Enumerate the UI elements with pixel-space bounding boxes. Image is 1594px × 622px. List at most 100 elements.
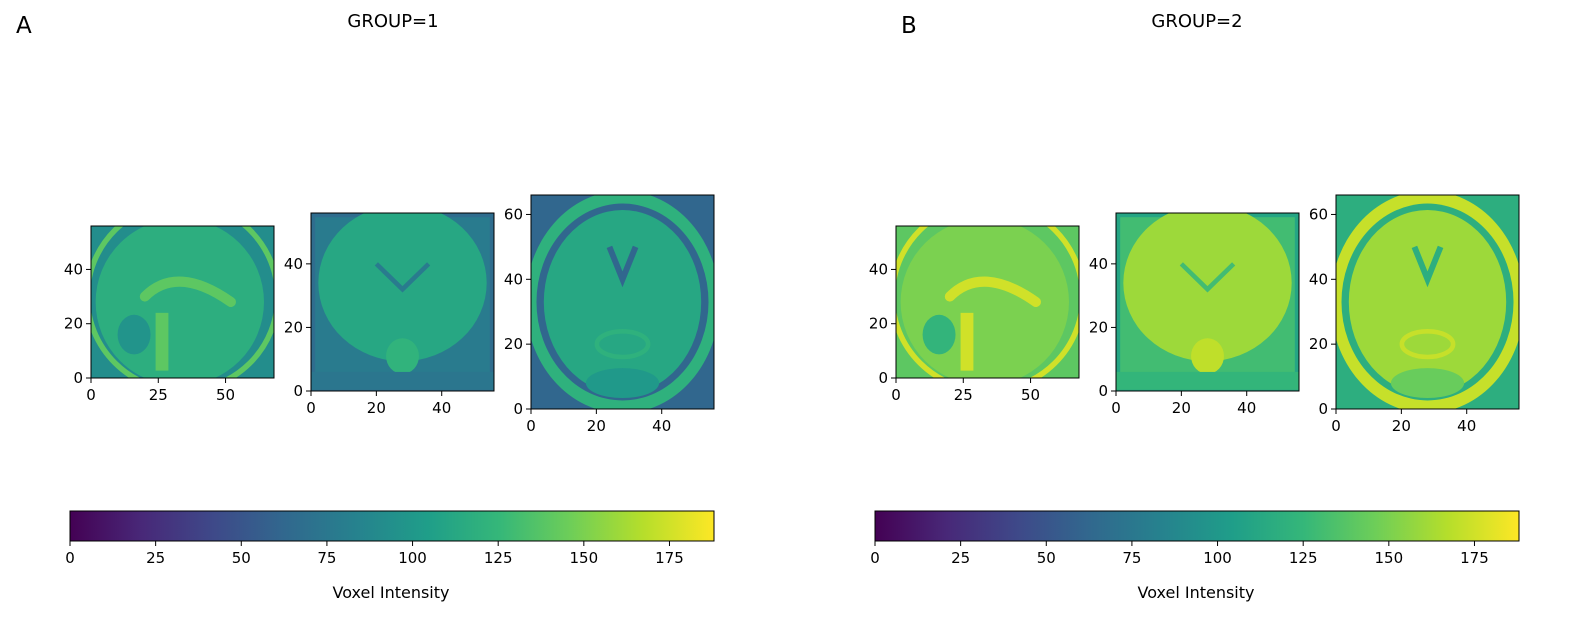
- x-tick-label: 20: [1392, 417, 1411, 435]
- colorbar-frame: [874, 510, 1520, 542]
- occipital-region: [1390, 368, 1465, 399]
- y-tick-label: 0: [73, 369, 83, 387]
- colorbar-tick-label: 175: [655, 549, 684, 567]
- axes-frame: [895, 225, 1080, 379]
- slice-image: [896, 226, 1079, 378]
- y-tick-label: 20: [1089, 318, 1108, 336]
- y-tick-label: 20: [1309, 335, 1328, 353]
- colorbar-tick-label: 150: [1375, 549, 1404, 567]
- colorbar-tick-label: 150: [570, 549, 599, 567]
- occipital-region: [585, 368, 660, 399]
- colorbar-tick-label: 50: [232, 549, 251, 567]
- x-tick-label: 25: [954, 386, 973, 404]
- axes-frame: [530, 194, 715, 410]
- panel-letter: B: [901, 13, 917, 39]
- y-tick-label: 0: [1318, 400, 1328, 418]
- y-tick-label: 0: [293, 382, 303, 400]
- brainstem: [155, 312, 169, 371]
- colorbar-tick-label: 125: [484, 549, 513, 567]
- slice-coronal: 0 20 40 0 20 40: [284, 212, 495, 417]
- brain-tissue: [95, 226, 264, 378]
- cerebellum: [922, 314, 956, 355]
- y-tick-label: 60: [504, 205, 523, 223]
- x-tick-label: 25: [149, 386, 168, 404]
- brain-tissue: [900, 226, 1069, 378]
- colorbar-tick-label: 100: [398, 549, 427, 567]
- colorbar-tick-label: 125: [1289, 549, 1318, 567]
- colorbar-tick-label: 0: [870, 549, 880, 567]
- slice-axial: 0 20 40 0 20 40 60: [1309, 194, 1520, 435]
- colorbar-tick-label: 75: [317, 549, 336, 567]
- panel-title: GROUP=1: [347, 11, 438, 32]
- y-tick-label: 20: [504, 335, 523, 353]
- axes-frame: [1115, 212, 1300, 392]
- colorbar-tick-label: 50: [1037, 549, 1056, 567]
- x-tick-label: 20: [587, 417, 606, 435]
- slice-axial: 0 20 40 0 20 40 60: [504, 194, 715, 435]
- slice-image: [1336, 195, 1519, 409]
- x-tick-label: 0: [1331, 417, 1341, 435]
- x-tick-label: 50: [1021, 386, 1040, 404]
- x-tick-label: 50: [216, 386, 235, 404]
- colorbar-tick-label: 75: [1122, 549, 1141, 567]
- x-tick-label: 40: [1457, 417, 1476, 435]
- colorbar-tick-label: 100: [1203, 549, 1232, 567]
- slice-image: [531, 195, 714, 409]
- x-tick-label: 0: [891, 386, 901, 404]
- corpus-callosum: [944, 276, 1041, 308]
- colorbar: 0 25 50 75 100 125 150 175: [65, 510, 715, 567]
- brain-tissue: [543, 209, 702, 395]
- x-tick-label: 40: [1237, 399, 1256, 417]
- colorbar-tick-label: 25: [951, 549, 970, 567]
- colorbar-frame: [69, 510, 715, 542]
- y-tick-label: 40: [64, 260, 83, 278]
- y-tick-label: 0: [878, 369, 888, 387]
- panel-letter: A: [16, 13, 32, 39]
- ventricles: [1179, 262, 1236, 293]
- colorbar-gradient: [875, 511, 1519, 541]
- slice-image: [1116, 213, 1299, 391]
- y-tick-label: 40: [1309, 270, 1328, 288]
- colorbar-tick-label: 175: [1460, 549, 1489, 567]
- splenium: [1399, 329, 1456, 360]
- brainstem: [386, 338, 419, 374]
- y-tick-label: 60: [1309, 205, 1328, 223]
- slice-sagittal: 0 25 50 0 20 40: [64, 225, 275, 404]
- corpus-callosum: [139, 276, 236, 308]
- panel-b: B GROUP=2 0 25 50 0 20 40 0 20 40 0 20 40 0 20 40 0 20…: [869, 11, 1520, 602]
- x-tick-label: 20: [367, 399, 386, 417]
- x-tick-label: 0: [1111, 399, 1121, 417]
- y-tick-label: 20: [64, 315, 83, 333]
- axes-frame: [90, 225, 275, 379]
- splenium: [594, 329, 651, 360]
- brain-tissue: [1348, 209, 1507, 395]
- slice-image: [311, 213, 494, 391]
- slice-sagittal: 0 25 50 0 20 40: [869, 225, 1080, 404]
- y-tick-label: 40: [284, 255, 303, 273]
- brain-tissue: [1123, 213, 1292, 362]
- colorbar-tick-label: 25: [146, 549, 165, 567]
- panel-a: A GROUP=1 0 25 50 0 20 40 0 20 40 0 20 40 0 20 40 0 20…: [16, 11, 715, 602]
- x-tick-label: 40: [432, 399, 451, 417]
- y-tick-label: 40: [1089, 255, 1108, 273]
- brainstem: [1191, 338, 1224, 374]
- x-tick-label: 0: [526, 417, 536, 435]
- x-tick-label: 40: [652, 417, 671, 435]
- colorbar-label: Voxel Intensity: [1138, 583, 1255, 602]
- axes-frame: [310, 212, 495, 392]
- colorbar-label: Voxel Intensity: [333, 583, 450, 602]
- y-tick-label: 40: [504, 270, 523, 288]
- y-tick-label: 20: [869, 315, 888, 333]
- slice-coronal: 0 20 40 0 20 40: [1089, 212, 1300, 417]
- colorbar: 0 25 50 75 100 125 150 175: [870, 510, 1520, 567]
- ventricles: [606, 245, 639, 288]
- x-tick-label: 0: [86, 386, 96, 404]
- skull-base: [1116, 371, 1299, 390]
- y-tick-label: 0: [1098, 382, 1108, 400]
- x-tick-label: 0: [306, 399, 316, 417]
- panel-title: GROUP=2: [1151, 11, 1242, 32]
- axes-frame: [1335, 194, 1520, 410]
- ventricles: [1411, 245, 1444, 288]
- x-tick-label: 20: [1172, 399, 1191, 417]
